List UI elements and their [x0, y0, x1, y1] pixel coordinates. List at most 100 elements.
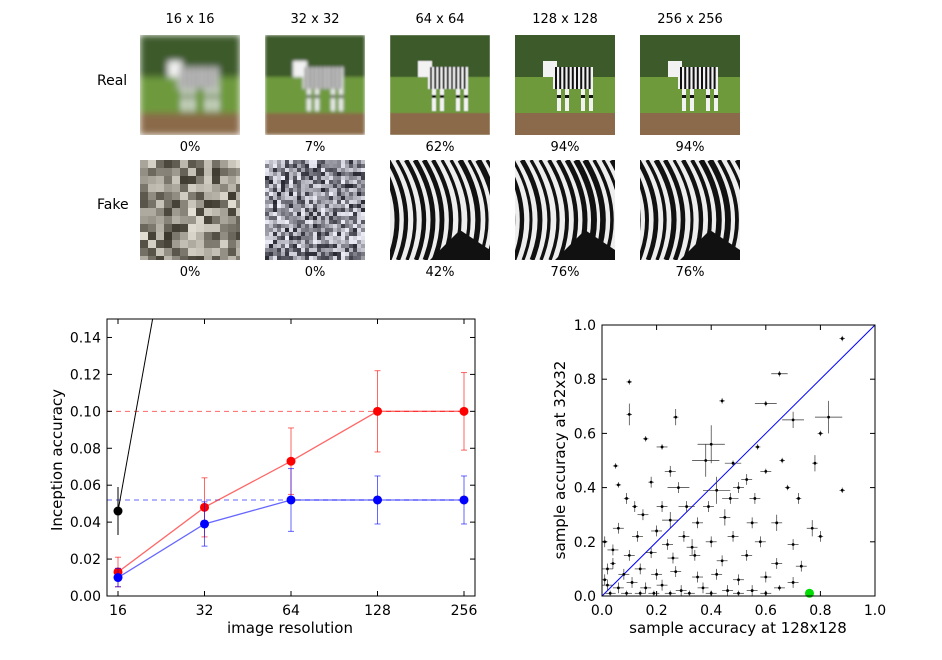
fake-zebra-image [515, 160, 615, 260]
pixel-block [345, 168, 349, 172]
pixel-block [180, 224, 188, 232]
pixel-block [321, 216, 325, 220]
pixel-block [321, 192, 325, 196]
pixel-block [313, 168, 317, 172]
pixel-block [265, 244, 269, 248]
pixel-block [188, 192, 196, 200]
pixel-block [156, 168, 164, 176]
pixel-block [329, 200, 333, 204]
pixel-block [212, 224, 220, 232]
pixel-block [317, 164, 321, 168]
fake-percent: 42% [425, 265, 455, 280]
zebra-scene [640, 35, 740, 135]
pixel-block [345, 176, 349, 180]
pixel-block [196, 160, 204, 168]
stripe [653, 160, 677, 260]
data-point [737, 486, 740, 489]
pixel-block [301, 180, 305, 184]
pixel-block [345, 252, 349, 256]
pixel-block [212, 232, 220, 240]
pixel-block [333, 220, 337, 224]
data-point [668, 591, 672, 595]
pixel-block [325, 184, 329, 188]
pixel-block [321, 232, 325, 236]
pixel-block [180, 256, 188, 260]
pixel-block [333, 224, 337, 228]
pixel-block [188, 232, 196, 240]
zebra-leg-stripe [714, 95, 718, 98]
pixel-block [273, 172, 277, 176]
pixel-block [269, 192, 273, 196]
pixel-block [285, 236, 289, 240]
pixel-block [301, 200, 305, 204]
pixel-block [297, 240, 301, 244]
pixel-block [349, 196, 353, 200]
zebra-stripe [334, 67, 337, 89]
data-point [799, 564, 803, 568]
pixel-block [345, 200, 349, 204]
zebra-leg-stripe [581, 95, 585, 98]
zebra-leg [206, 89, 210, 111]
pixel-block [333, 228, 337, 232]
pixel-block [333, 244, 337, 248]
pixel-block [361, 200, 365, 204]
pixel-block [196, 192, 204, 200]
data-point [791, 543, 795, 546]
pixel-block [313, 200, 317, 204]
pixel-block [329, 188, 333, 192]
pixel-block [156, 256, 164, 260]
zebra-leg [331, 89, 335, 111]
pixel-block [357, 212, 361, 216]
pixel-block [180, 168, 188, 176]
pixel-block [273, 224, 277, 228]
pixel-block [265, 248, 269, 252]
pixel-block [349, 188, 353, 192]
pixel-block [337, 204, 341, 208]
pixel-block [293, 168, 297, 172]
stripe [515, 176, 525, 260]
fake-percent: 0% [179, 265, 201, 280]
data-point [682, 534, 686, 538]
pixel-block [265, 160, 269, 164]
zebra-stripe [463, 67, 466, 89]
x-tick-label: 32 [196, 603, 214, 619]
pixel-block [297, 248, 301, 252]
pixel-block [341, 252, 345, 256]
pixel-block [337, 228, 341, 232]
pixel-block [273, 196, 277, 200]
pixel-block [325, 168, 329, 172]
pixel-block [333, 196, 337, 200]
pixel-block [357, 180, 361, 184]
pixel-block [361, 208, 365, 212]
pixel-block [172, 224, 180, 232]
pixel-block [357, 256, 361, 260]
zebra-leg [432, 89, 436, 111]
pixel-block [321, 248, 325, 252]
pixel-block [345, 236, 349, 240]
pixel-block [269, 208, 273, 212]
pixel-block [269, 188, 273, 192]
pixel-block [281, 220, 285, 224]
pixel-block [164, 208, 172, 216]
pixel-block [349, 212, 353, 216]
zebra-leg-stripe [331, 95, 335, 98]
real-percent: 7% [304, 140, 326, 155]
pixel-block [277, 252, 281, 256]
data-point [819, 432, 822, 435]
data-point [701, 586, 705, 590]
pixel-block [164, 240, 172, 248]
pixel-block [341, 232, 345, 236]
pixel-block [313, 236, 317, 240]
zebra-stripe [576, 67, 578, 89]
zebra-head [543, 61, 557, 77]
pixel-block [204, 176, 212, 184]
pixel-block [273, 192, 277, 196]
stripe [395, 160, 417, 260]
pixel-block [281, 180, 285, 184]
pixel-block [353, 204, 357, 208]
pixel-block [353, 176, 357, 180]
pixel-block [285, 176, 289, 180]
pixel-block [305, 244, 309, 248]
pixel-block [305, 236, 309, 240]
pixel-block [289, 240, 293, 244]
